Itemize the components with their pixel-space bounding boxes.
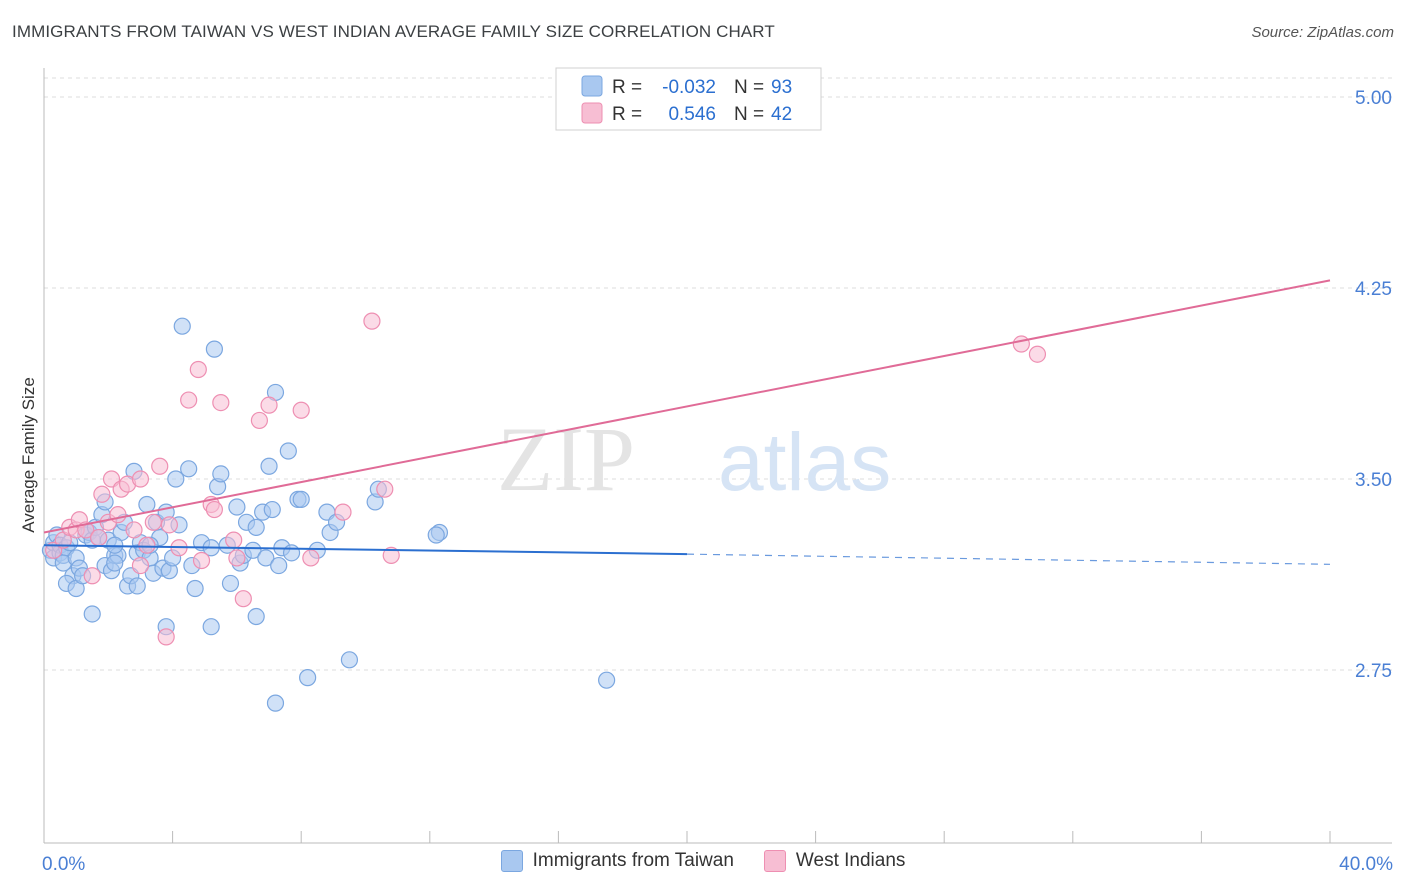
point-westindian-11 [109, 506, 127, 524]
trend-line-taiwan [43, 544, 688, 556]
point-taiwan-21 [83, 605, 101, 623]
point-taiwan-74 [263, 500, 281, 519]
point-westindian-29 [228, 549, 246, 567]
point-westindian-15 [131, 470, 150, 488]
axes [43, 68, 1392, 844]
x-tick-label-0: 0.0% [42, 854, 85, 875]
trend-lines [43, 279, 1331, 565]
bottom-legend: Immigrants from Taiwan West Indians [0, 850, 1406, 872]
y-tick-label-2: 3.50 [1355, 470, 1392, 491]
point-taiwan-70 [247, 518, 265, 536]
point-westindian-26 [205, 500, 223, 519]
point-westindian-34 [302, 549, 320, 567]
point-westindian-24 [192, 551, 211, 570]
point-taiwan-82 [292, 490, 310, 508]
chart-source: Source: ZipAtlas.com [1251, 24, 1394, 41]
point-taiwan-53 [173, 317, 191, 335]
legend-item-westindian[interactable]: West Indians [763, 850, 906, 872]
point-taiwan-72 [257, 549, 275, 567]
point-westindian-20 [160, 516, 178, 534]
legend-item-taiwan[interactable]: Immigrants from Taiwan [500, 850, 734, 872]
point-westindian-8 [93, 485, 111, 503]
stats-swatch-westindian [581, 102, 603, 124]
point-westindian-37 [376, 480, 394, 498]
legend-label-westindian: West Indians [795, 850, 906, 871]
point-westindian-35 [334, 503, 352, 521]
point-taiwan-69 [244, 541, 262, 559]
stats-n-label-taiwan: N = [734, 77, 764, 98]
stats-r-label-westindian: R = [612, 104, 642, 125]
point-taiwan-56 [186, 579, 204, 598]
point-westindian-30 [234, 590, 252, 608]
legend-swatch-westindian [763, 850, 786, 872]
point-westindian-36 [363, 312, 381, 330]
point-westindian-40 [1028, 345, 1047, 363]
tick-labels: 5.00 4.25 3.50 2.75 0.0% 40.0% [42, 88, 1393, 875]
point-taiwan-77 [247, 607, 265, 626]
point-westindian-32 [260, 396, 278, 414]
legend-label-taiwan: Immigrants from Taiwan [532, 850, 734, 871]
stats-r-value-taiwan: -0.032 [662, 77, 716, 98]
chart-title: IMMIGRANTS FROM TAIWAN VS WEST INDIAN AV… [12, 22, 775, 41]
stats-n-value-taiwan: 93 [771, 77, 792, 98]
point-westindian-41 [131, 556, 150, 575]
point-westindian-33 [292, 401, 310, 419]
point-taiwan-40 [138, 495, 156, 514]
point-taiwan-92 [598, 671, 616, 689]
point-taiwan-80 [282, 544, 301, 562]
point-taiwan-73 [260, 457, 278, 475]
point-westindian-28 [225, 531, 243, 549]
point-westindian-39 [1012, 335, 1030, 353]
point-taiwan-34 [106, 554, 124, 572]
point-westindian-18 [151, 457, 169, 475]
y-tick-label-0: 5.00 [1355, 88, 1392, 109]
point-westindian-14 [125, 521, 143, 539]
point-taiwan-61 [212, 465, 230, 483]
point-taiwan-88 [340, 651, 359, 669]
stats-r-value-westindian: 0.546 [668, 104, 716, 125]
point-westindian-38 [382, 546, 400, 565]
point-westindian-16 [138, 536, 156, 554]
stats-n-value-westindian: 42 [771, 104, 792, 125]
trend-line-taiwan-extension [686, 553, 1331, 565]
y-axis-label: Average Family Size [19, 377, 38, 533]
stats-legend: R = -0.032 N = 93 R = 0.546 N = 42 [555, 67, 822, 131]
point-westindian-23 [189, 360, 207, 379]
point-taiwan-76 [270, 556, 288, 575]
point-westindian-7 [90, 528, 108, 547]
point-taiwan-83 [299, 669, 317, 687]
grid-lines [44, 77, 1392, 671]
point-westindian-31 [250, 411, 269, 430]
point-taiwan-54 [180, 460, 198, 478]
point-taiwan-59 [205, 340, 223, 358]
point-taiwan-51 [167, 470, 185, 488]
watermark-atlas: atlas [718, 417, 891, 508]
point-taiwan-91 [266, 694, 285, 712]
point-westindian-17 [144, 513, 162, 531]
trend-line-westindian [43, 279, 1331, 534]
x-tick-label-1: 40.0% [1339, 854, 1393, 875]
y-tick-label-3: 2.75 [1355, 661, 1392, 682]
watermark-zip: ZIP [497, 408, 635, 510]
point-westindian-27 [212, 394, 230, 412]
point-taiwan-94 [427, 526, 445, 544]
point-westindian-6 [83, 567, 101, 585]
y-tick-label-1: 4.25 [1355, 279, 1392, 300]
point-taiwan-37 [128, 577, 146, 595]
point-taiwan-64 [228, 498, 246, 516]
point-taiwan-63 [221, 574, 240, 593]
data-points [41, 312, 1047, 712]
stats-swatch-taiwan [581, 75, 603, 97]
point-taiwan-79 [279, 442, 297, 460]
point-westindian-19 [157, 628, 175, 646]
point-westindian-22 [180, 391, 198, 409]
stats-r-label-taiwan: R = [612, 77, 642, 98]
point-taiwan-66 [202, 618, 220, 636]
legend-swatch-taiwan [500, 850, 523, 872]
stats-n-label-westindian: N = [734, 104, 764, 125]
watermark: ZIP atlas [497, 408, 891, 510]
